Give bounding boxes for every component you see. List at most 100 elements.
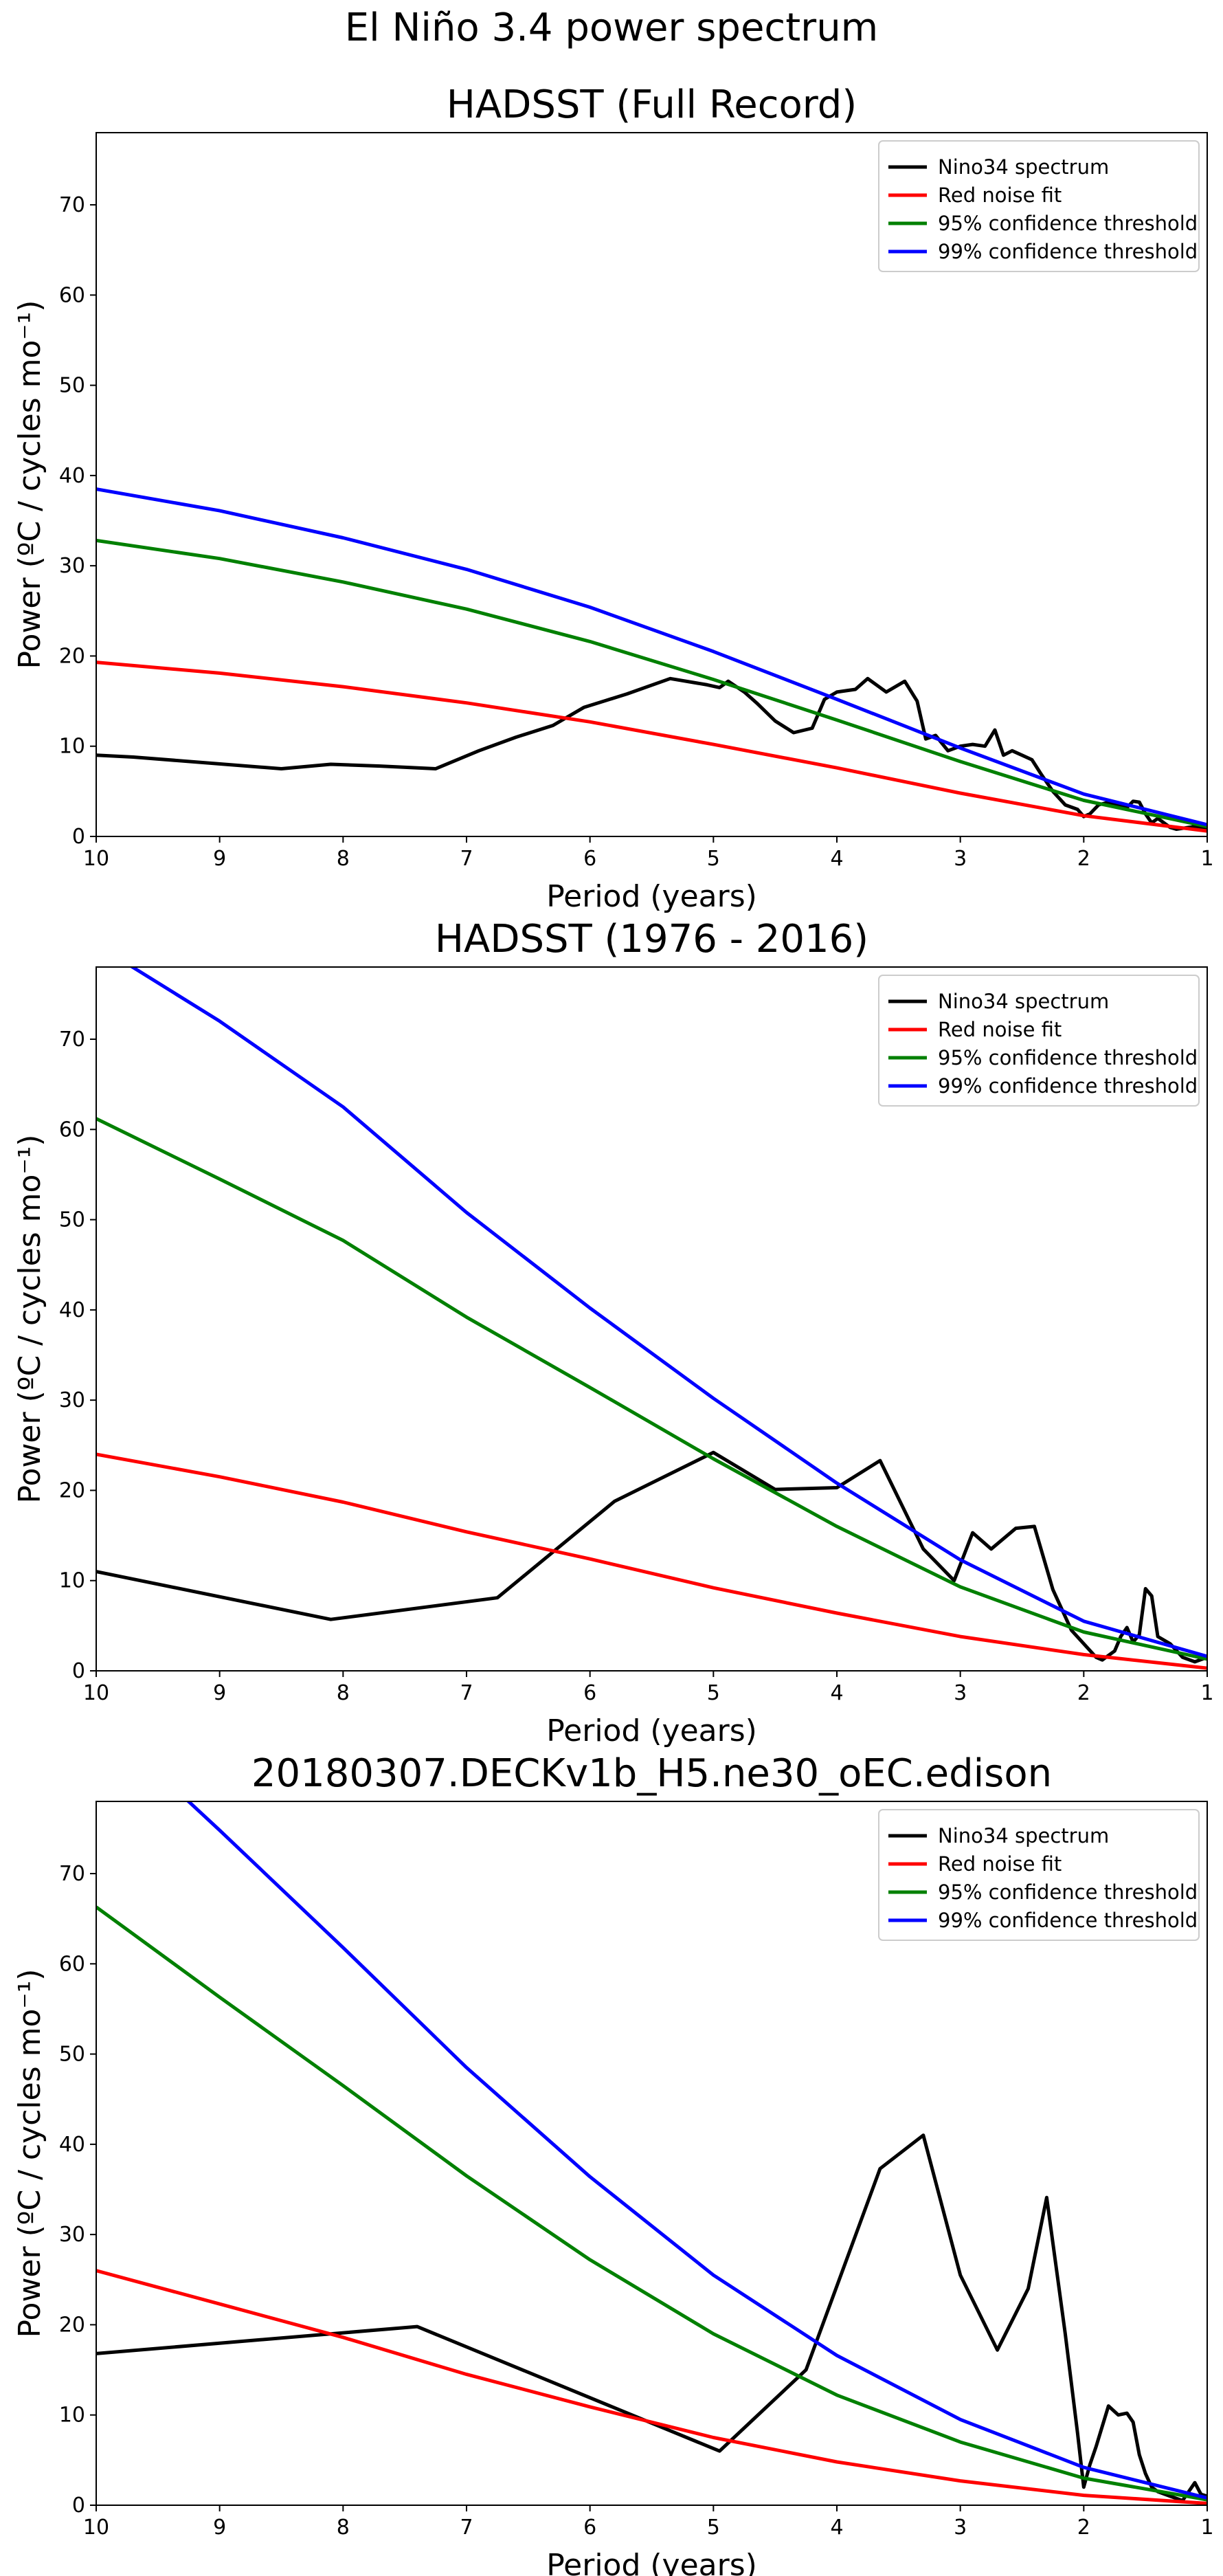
y-tick-label: 0 (72, 825, 85, 849)
legend-label-nino34-spectrum: Nino34 spectrum (938, 990, 1109, 1013)
x-tick-label: 3 (954, 847, 967, 871)
y-tick-label: 20 (59, 644, 85, 668)
series-line-nino34-spectrum (96, 2133, 1207, 2502)
y-axis-label: Power (ºC / cycles mo⁻¹) (12, 1135, 47, 1504)
y-tick-label: 20 (59, 2313, 85, 2337)
x-tick-label: 1 (1200, 2516, 1213, 2540)
legend-label-95-confidence-threshold: 95% confidence threshold (938, 212, 1198, 235)
legend-label-nino34-spectrum: Nino34 spectrum (938, 155, 1109, 179)
axes-frame (96, 1801, 1208, 2506)
x-axis-label: Period (years) (546, 879, 757, 914)
legend-label-red-noise-fit: Red noise fit (938, 1018, 1062, 1041)
y-tick-label: 40 (59, 2133, 85, 2157)
legend: Nino34 spectrum Red noise fit 95% confiden… (878, 975, 1200, 1107)
legend-label-95-confidence-threshold: 95% confidence threshold (938, 1880, 1198, 1904)
y-tick-label: 10 (59, 1569, 85, 1593)
y-tick-label: 50 (59, 1208, 85, 1232)
x-tick-label: 4 (830, 847, 843, 871)
x-tick-label: 8 (337, 2516, 350, 2540)
x-tick-label: 10 (83, 847, 109, 871)
legend-box (878, 140, 1200, 272)
axes-frame (96, 966, 1208, 1672)
x-tick-label: 3 (954, 1681, 967, 1705)
chart-title: HADSST (Full Record) (447, 82, 857, 127)
legend: Nino34 spectrum Red noise fit 95% confiden… (878, 140, 1200, 272)
x-axis-label: Period (years) (546, 1713, 757, 1748)
chart-panel-2: HADSST (1976 - 2016)10 9 8 7 6 5 4 3 2 1010203040… (12, 917, 1214, 1748)
y-axis-label: Power (ºC / cycles mo⁻¹) (12, 300, 47, 669)
y-tick-label: 60 (59, 283, 85, 307)
legend-box (878, 1809, 1200, 1941)
chart-title: HADSST (1976 - 2016) (435, 917, 868, 962)
y-tick-label: 0 (72, 2494, 85, 2518)
x-tick-label: 9 (213, 1681, 226, 1705)
x-tick-label: 2 (1077, 2516, 1090, 2540)
y-axis-label: Power (ºC / cycles mo⁻¹) (12, 1969, 47, 2338)
legend-label-99-confidence-threshold: 99% confidence threshold (938, 1909, 1198, 1932)
legend-box (878, 975, 1200, 1107)
y-tick-label: 20 (59, 1478, 85, 1502)
series-line-nino34-spectrum (96, 1450, 1207, 1664)
x-tick-label: 2 (1077, 847, 1090, 871)
series-line-99-confidence-threshold (96, 487, 1207, 827)
x-tick-label: 3 (954, 2516, 967, 2540)
legend-label-99-confidence-threshold: 99% confidence threshold (938, 1074, 1198, 1098)
x-tick-label: 10 (83, 1681, 109, 1705)
figure-title: El Niño 3.4 power spectrum (344, 5, 879, 50)
x-tick-label: 5 (707, 1681, 720, 1705)
y-tick-label: 30 (59, 554, 85, 578)
series-line-95-confidence-threshold (96, 538, 1207, 829)
y-tick-label: 10 (59, 2403, 85, 2428)
x-tick-label: 5 (707, 847, 720, 871)
series-line-99-confidence-threshold (129, 967, 1207, 1658)
legend-label-95-confidence-threshold: 95% confidence threshold (938, 1046, 1198, 1069)
x-tick-label: 7 (460, 1681, 473, 1705)
x-tick-label: 7 (460, 847, 473, 871)
y-tick-label: 50 (59, 2043, 85, 2067)
series-line-red-noise-fit (96, 1452, 1207, 1670)
chart-panel-1: HADSST (Full Record)10 9 8 7 6 5 4 3 2 1010203040… (12, 82, 1214, 914)
x-tick-label: 2 (1077, 1681, 1090, 1705)
x-tick-label: 8 (337, 1681, 350, 1705)
series-line-95-confidence-threshold (96, 1905, 1207, 2502)
legend-label-red-noise-fit: Red noise fit (938, 184, 1062, 207)
legend-label-red-noise-fit: Red noise fit (938, 1852, 1062, 1876)
x-tick-label: 9 (213, 847, 226, 871)
y-tick-label: 60 (59, 1952, 85, 1976)
x-tick-label: 6 (583, 2516, 596, 2540)
y-tick-label: 10 (59, 735, 85, 759)
x-axis-label: Period (years) (546, 2548, 757, 2576)
y-tick-label: 40 (59, 464, 85, 488)
x-tick-label: 4 (830, 1681, 843, 1705)
x-tick-label: 5 (707, 2516, 720, 2540)
series-line-95-confidence-threshold (96, 1117, 1207, 1661)
y-tick-label: 0 (72, 1659, 85, 1683)
x-tick-label: 1 (1200, 1681, 1213, 1705)
y-tick-label: 70 (59, 1862, 85, 1886)
x-tick-label: 4 (830, 2516, 843, 2540)
x-tick-label: 7 (460, 2516, 473, 2540)
x-tick-label: 9 (213, 2516, 226, 2540)
y-tick-label: 30 (59, 2223, 85, 2247)
x-tick-label: 8 (337, 847, 350, 871)
legend-label-nino34-spectrum: Nino34 spectrum (938, 1824, 1109, 1847)
x-tick-label: 10 (83, 2516, 109, 2540)
y-tick-label: 40 (59, 1298, 85, 1322)
legend: Nino34 spectrum Red noise fit 95% confiden… (878, 1809, 1200, 1941)
legend-label-99-confidence-threshold: 99% confidence threshold (938, 240, 1198, 263)
chart-title: 20180307.DECKv1b_H5.ne30_oEC.edison (251, 1751, 1052, 1796)
series-line-red-noise-fit (96, 2269, 1207, 2505)
y-tick-label: 70 (59, 193, 85, 217)
y-tick-label: 50 (59, 374, 85, 398)
y-tick-label: 60 (59, 1118, 85, 1142)
series-line-red-noise-fit (96, 660, 1207, 833)
x-tick-label: 6 (583, 1681, 596, 1705)
axes-frame (96, 132, 1208, 837)
y-tick-label: 70 (59, 1028, 85, 1052)
x-tick-label: 6 (583, 847, 596, 871)
x-tick-label: 1 (1200, 847, 1213, 871)
series-line-99-confidence-threshold (186, 1801, 1207, 2500)
y-tick-label: 30 (59, 1388, 85, 1412)
